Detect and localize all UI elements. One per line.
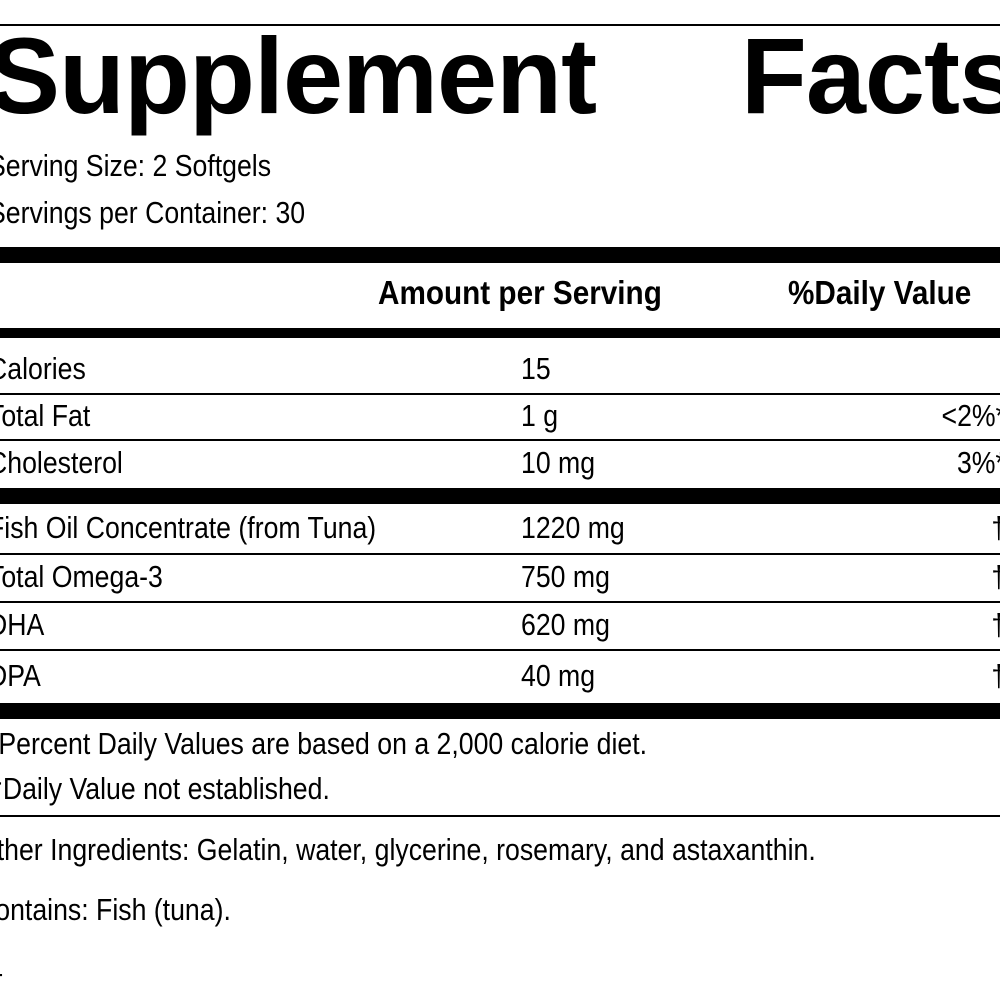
contains-allergen: Contains: Fish (tuna). [0,892,231,927]
thin-rule [0,553,1000,555]
nutrient-name: Cholesterol [0,445,123,480]
footnote-not-established: †Daily Value not established. [0,771,330,806]
ingredient-amount: 40 mg [521,658,596,693]
nutrient-amount: 10 mg [521,445,596,480]
ingredient-amount: 620 mg [521,607,610,642]
nutrient-name: Calories [0,351,86,386]
servings-per-container: Servings per Container: 30 [0,195,306,230]
nutrient-name: Total Fat [0,398,91,433]
ingredient-amount: 1220 mg [521,510,625,545]
footnote-percent-dv: *Percent Daily Values are based on a 2,0… [0,726,648,761]
label-title: Supplement Facts [0,22,1000,130]
title-word-2: Facts [740,15,1000,136]
top-rule [0,24,1000,26]
thin-rule [0,649,1000,651]
ingredient-amount: 750 mg [521,559,610,594]
ingredient-name: Total Omega-3 [0,559,163,594]
thick-rule-1 [0,247,1000,263]
header-daily-value: %Daily Value [788,274,972,311]
thin-rule [0,439,1000,441]
thick-rule-3 [0,488,1000,504]
thick-rule-2 [0,328,1000,338]
ingredient-dv: † [991,559,1000,595]
thin-rule [0,393,1000,395]
ingredient-name: Fish Oil Concentrate (from Tuna) [0,510,377,545]
other-ingredients: Other Ingredients: Gelatin, water, glyce… [0,832,816,867]
serving-size: Serving Size: 2 Softgels [0,148,272,183]
ingredient-dv: † [991,658,1000,694]
nutrient-dv: 3%* [957,445,1000,480]
ingredient-name: DPA [0,658,41,693]
nutrient-amount: 1 g [521,398,559,433]
ingredient-name: DHA [0,607,45,642]
nutrient-amount: 15 [521,351,551,386]
thick-rule-4 [0,703,1000,719]
thin-rule-bottom [0,815,1000,817]
label-code: 4 [0,953,3,989]
thin-rule [0,601,1000,603]
ingredient-dv: † [991,607,1000,643]
title-word-1: Supplement [0,15,597,136]
nutrient-dv: <2%* [941,398,1000,433]
ingredient-dv: † [991,510,1000,546]
header-amount: Amount per Serving [378,274,662,311]
